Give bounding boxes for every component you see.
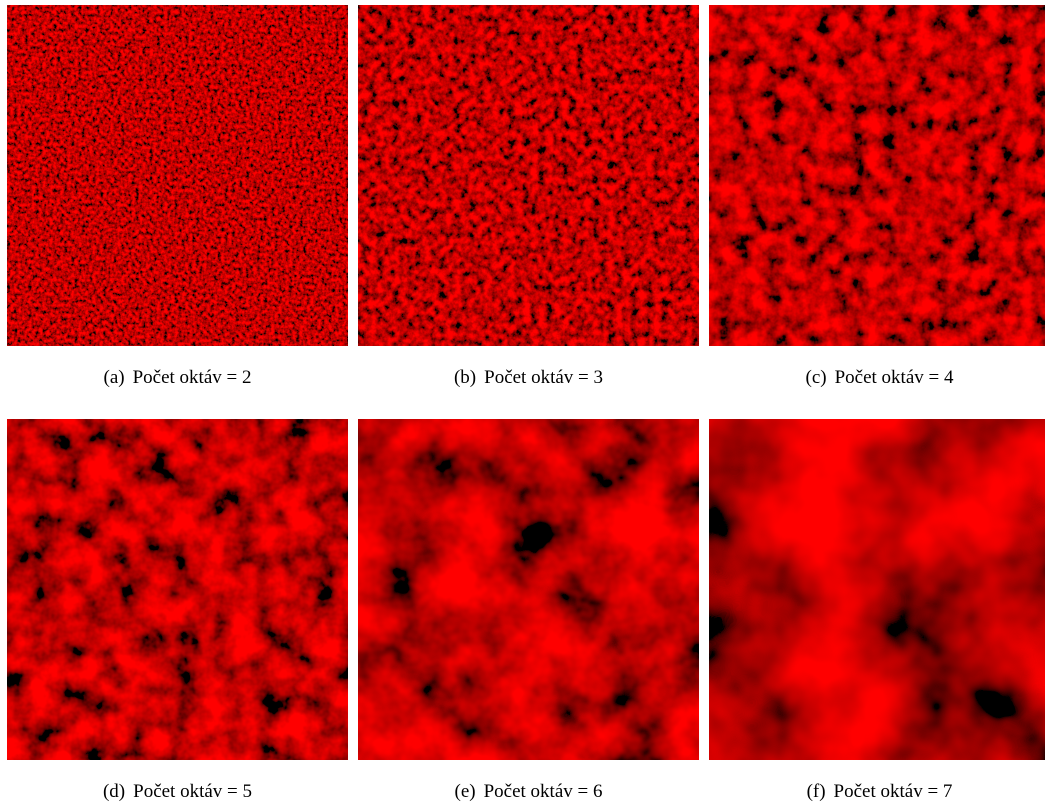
caption: (c) Počet oktáv = 4 — [806, 367, 954, 388]
caption-label: (e) — [455, 781, 476, 802]
caption-text: Počet oktáv = 4 — [835, 367, 954, 388]
noise-image — [358, 5, 699, 346]
figure: (a) Počet oktáv = 2 (b) Počet oktáv = 3 (c) P… — [0, 0, 1045, 803]
caption: (d) Počet oktáv = 5 — [103, 781, 252, 802]
caption-text: Počet oktáv = 3 — [484, 367, 603, 388]
caption-label: (b) — [454, 367, 476, 388]
noise-image — [7, 5, 348, 346]
noise-image — [358, 419, 699, 760]
noise-image — [709, 419, 1045, 760]
caption-text: Počet oktáv = 7 — [834, 781, 953, 802]
caption-label: (f) — [807, 781, 826, 802]
caption-label: (c) — [806, 367, 827, 388]
caption: (e) Počet oktáv = 6 — [455, 781, 603, 802]
caption-text: Počet oktáv = 2 — [133, 367, 252, 388]
caption-text: Počet oktáv = 5 — [133, 781, 252, 802]
caption-label: (d) — [103, 781, 125, 802]
noise-image — [7, 419, 348, 760]
caption: (a) Počet oktáv = 2 — [104, 367, 252, 388]
caption-text: Počet oktáv = 6 — [484, 781, 603, 802]
caption-label: (a) — [104, 367, 125, 388]
page: (a) Počet oktáv = 2 (b) Počet oktáv = 3 (c) P… — [0, 0, 1045, 803]
caption: (b) Počet oktáv = 3 — [454, 367, 603, 388]
caption: (f) Počet oktáv = 7 — [807, 781, 953, 802]
noise-image — [709, 5, 1045, 346]
